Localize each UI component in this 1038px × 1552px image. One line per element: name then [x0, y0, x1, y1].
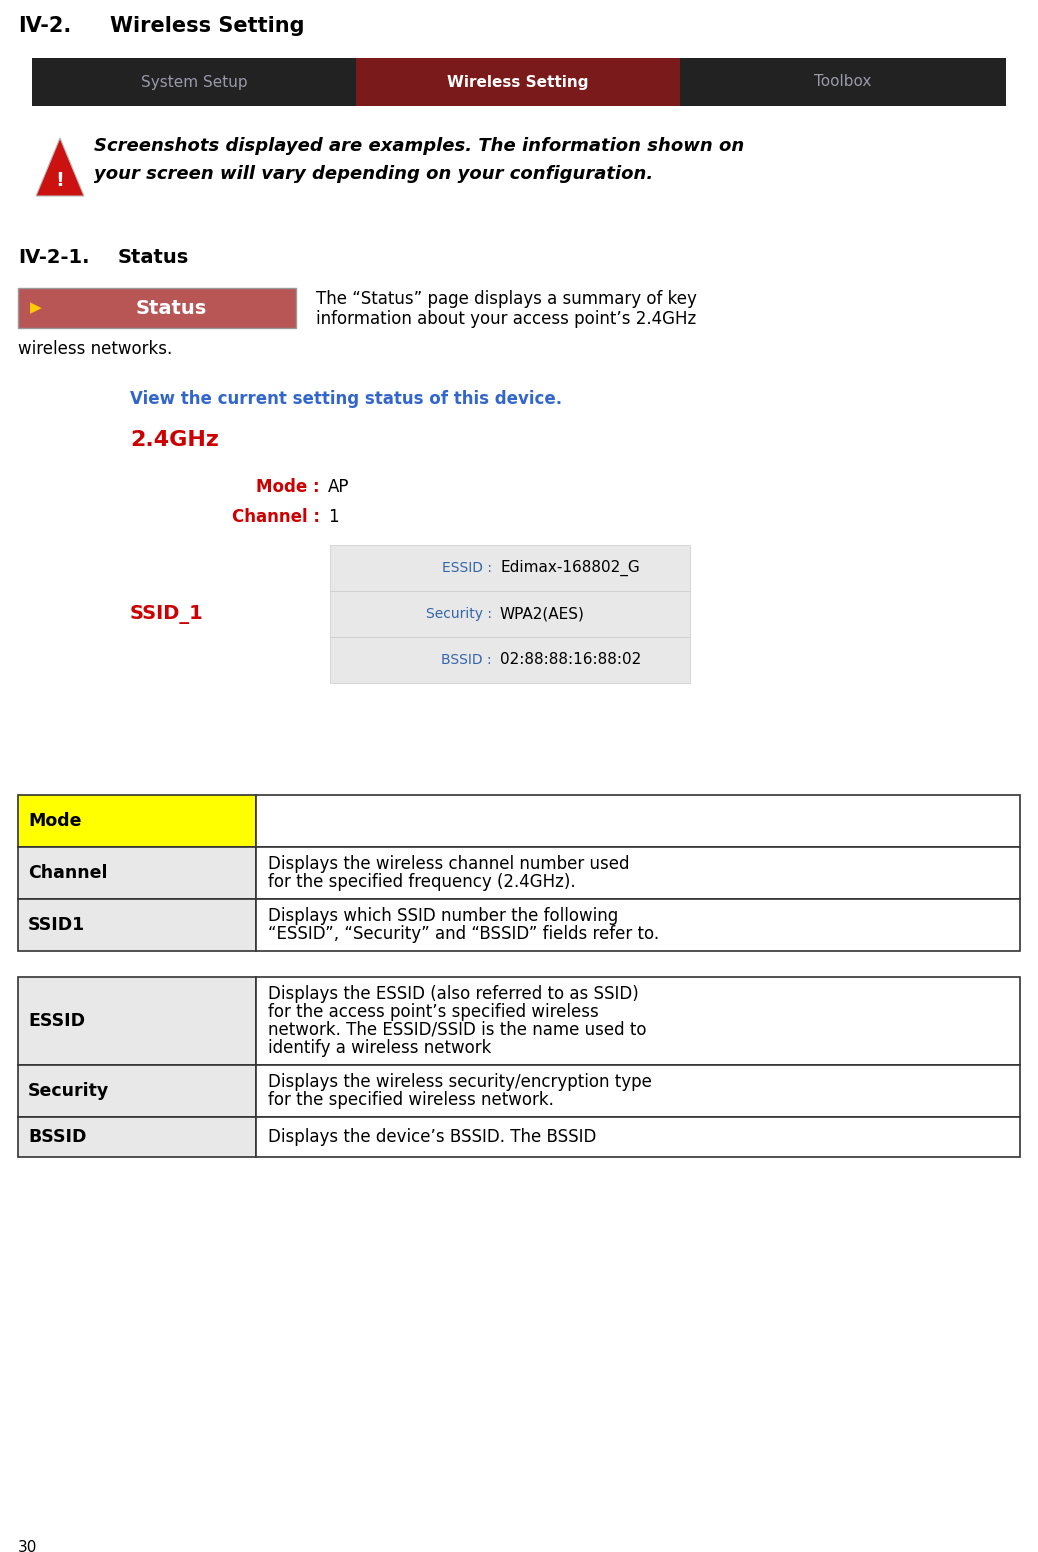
- Text: for the access point’s specified wireless: for the access point’s specified wireles…: [268, 1003, 599, 1021]
- Bar: [256, 795, 1020, 847]
- Text: SSID1: SSID1: [28, 916, 85, 934]
- Text: for the specified wireless network.: for the specified wireless network.: [268, 1091, 554, 1110]
- Text: The “Status” page displays a summary of key: The “Status” page displays a summary of …: [316, 290, 696, 307]
- Text: your screen will vary depending on your configuration.: your screen will vary depending on your …: [94, 165, 653, 183]
- Text: AP: AP: [328, 478, 350, 497]
- Bar: [18, 795, 256, 847]
- Bar: [32, 57, 1006, 106]
- Bar: [330, 545, 690, 591]
- Text: Displays the wireless security/encryption type: Displays the wireless security/encryptio…: [268, 1072, 652, 1091]
- Text: BSSID :: BSSID :: [441, 653, 492, 667]
- Text: “ESSID”, “Security” and “BSSID” fields refer to.: “ESSID”, “Security” and “BSSID” fields r…: [268, 925, 659, 944]
- Bar: [330, 591, 690, 636]
- Bar: [18, 899, 256, 951]
- Bar: [256, 978, 1020, 1065]
- Text: 1: 1: [328, 508, 338, 526]
- Text: Mode :: Mode :: [256, 478, 320, 497]
- Text: Displays the device’s BSSID. The BSSID: Displays the device’s BSSID. The BSSID: [268, 1128, 597, 1145]
- Text: ESSID: ESSID: [28, 1012, 85, 1031]
- Text: Status: Status: [135, 298, 207, 318]
- Bar: [256, 1117, 1020, 1156]
- Text: wireless networks.: wireless networks.: [18, 340, 172, 359]
- Text: IV-2.: IV-2.: [18, 16, 72, 36]
- Text: 2.4GHz: 2.4GHz: [130, 430, 219, 450]
- Bar: [256, 899, 1020, 951]
- Text: Wireless Setting: Wireless Setting: [447, 74, 589, 90]
- Text: Displays the ESSID (also referred to as SSID): Displays the ESSID (also referred to as …: [268, 986, 638, 1003]
- Bar: [356, 57, 680, 106]
- Bar: [256, 847, 1020, 899]
- Text: ▶: ▶: [30, 301, 42, 315]
- Text: identify a wireless network: identify a wireless network: [268, 1038, 491, 1057]
- Text: information about your access point’s 2.4GHz: information about your access point’s 2.…: [316, 310, 696, 327]
- Text: BSSID: BSSID: [28, 1128, 86, 1145]
- Text: 02:88:88:16:88:02: 02:88:88:16:88:02: [500, 652, 641, 667]
- Text: Displays the wireless channel number used: Displays the wireless channel number use…: [268, 855, 629, 872]
- Bar: [18, 1065, 256, 1117]
- Bar: [256, 1065, 1020, 1117]
- Text: View the current setting status of this device.: View the current setting status of this …: [130, 390, 563, 408]
- Text: IV-2-1.: IV-2-1.: [18, 248, 89, 267]
- Text: Security :: Security :: [426, 607, 492, 621]
- Text: Wireless Setting: Wireless Setting: [110, 16, 304, 36]
- Text: WPA2(AES): WPA2(AES): [500, 607, 584, 621]
- Text: System Setup: System Setup: [141, 74, 247, 90]
- Polygon shape: [36, 138, 84, 196]
- Text: Mode: Mode: [28, 812, 82, 830]
- Bar: [330, 636, 690, 683]
- Text: ESSID :: ESSID :: [442, 560, 492, 574]
- Text: !: !: [56, 171, 64, 189]
- Text: Displays which SSID number the following: Displays which SSID number the following: [268, 906, 619, 925]
- Text: for the specified frequency (2.4GHz).: for the specified frequency (2.4GHz).: [268, 872, 576, 891]
- Text: network. The ESSID/SSID is the name used to: network. The ESSID/SSID is the name used…: [268, 1021, 647, 1038]
- Text: Channel :: Channel :: [233, 508, 320, 526]
- Bar: [18, 978, 256, 1065]
- Text: Status: Status: [118, 248, 189, 267]
- Bar: [18, 289, 296, 327]
- Text: Security: Security: [28, 1082, 109, 1100]
- Text: Edimax-168802_G: Edimax-168802_G: [500, 560, 639, 576]
- Text: Toolbox: Toolbox: [815, 74, 872, 90]
- Text: Channel: Channel: [28, 864, 108, 882]
- Text: Screenshots displayed are examples. The information shown on: Screenshots displayed are examples. The …: [94, 137, 744, 155]
- Text: SSID_1: SSID_1: [130, 604, 203, 624]
- Bar: [18, 1117, 256, 1156]
- Text: 30: 30: [18, 1540, 37, 1552]
- Bar: [18, 847, 256, 899]
